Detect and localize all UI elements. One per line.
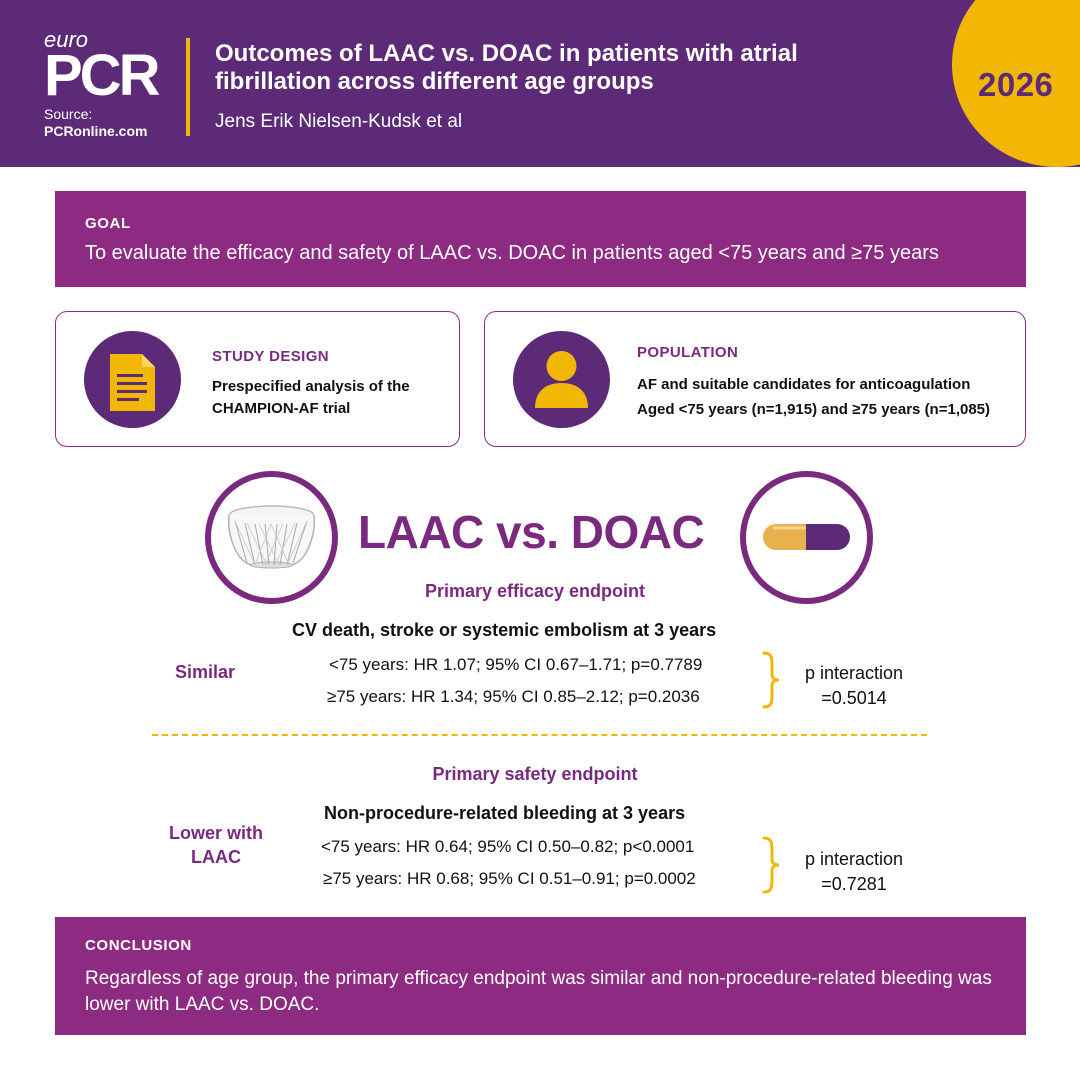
efficacy-verdict: Similar	[174, 662, 236, 682]
safety-verdict-line1: Lower with	[169, 823, 263, 843]
safety-endpoint-label: Primary safety endpoint	[432, 764, 638, 784]
header-divider	[186, 38, 190, 136]
conclusion-panel: CONCLUSION Regardless of age group, the …	[55, 917, 1026, 1035]
study-design-line1: Prespecified analysis of the	[212, 378, 410, 395]
document-icon	[84, 331, 181, 428]
efficacy-endpoint-label: Primary efficacy endpoint	[424, 581, 646, 601]
safety-row-over75: ≥75 years: HR 0.68; 95% CI 0.51–0.91; p=…	[323, 869, 696, 888]
safety-row-under75: <75 years: HR 0.64; 95% CI 0.50–0.82; p<…	[321, 837, 695, 856]
population-line1: AF and suitable candidates for anticoagu…	[637, 376, 971, 393]
goal-label: GOAL	[85, 215, 131, 232]
efficacy-brace-icon	[762, 651, 780, 709]
safety-p-interaction-label: p interaction	[804, 849, 904, 869]
efficacy-row-over75: ≥75 years: HR 1.34; 95% CI 0.85–2.12; p=…	[327, 687, 700, 706]
comparison-title: LAAC vs. DOAC	[358, 506, 705, 558]
efficacy-row-under75: <75 years: HR 1.07; 95% CI 0.67–1.71; p=…	[329, 655, 703, 674]
goal-panel: GOAL To evaluate the efficacy and safety…	[55, 191, 1026, 287]
section-divider	[152, 734, 927, 736]
study-design-card: STUDY DESIGN Prespecified analysis of th…	[55, 311, 460, 447]
conclusion-label: CONCLUSION	[85, 937, 192, 954]
goal-text: To evaluate the efficacy and safety of L…	[85, 242, 939, 264]
safety-p-interaction-value: =0.7281	[821, 874, 887, 894]
source-label: Source:	[44, 106, 93, 122]
population-line2: Aged <75 years (n=1,915) and ≥75 years (…	[637, 401, 991, 418]
population-label: POPULATION	[637, 344, 739, 361]
efficacy-p-interaction-label: p interaction	[804, 663, 904, 683]
person-icon	[513, 331, 610, 428]
year-label: 2026	[978, 66, 1054, 103]
europcr-logo: euro PCR Source: PCRonline.com	[44, 27, 160, 140]
safety-verdict-line2: LAAC	[191, 847, 241, 867]
logo-euro-text: euro	[44, 27, 89, 52]
laac-device-icon	[205, 471, 338, 604]
efficacy-p-interaction-value: =0.5014	[821, 688, 887, 708]
source-url: PCRonline.com	[44, 123, 148, 139]
conclusion-text: Regardless of age group, the primary eff…	[85, 968, 992, 1015]
population-card: POPULATION AF and suitable candidates fo…	[484, 311, 1026, 447]
year-circle	[952, 0, 1080, 167]
pill-capsule-icon	[740, 471, 873, 604]
header-banner: 2026 euro PCR Source: PCRonline.com Outc…	[0, 0, 1080, 167]
study-design-line2: CHAMPION-AF trial	[212, 400, 351, 417]
authors: Jens Erik Nielsen-Kudsk et al	[215, 111, 463, 132]
safety-heading: Non-procedure-related bleeding at 3 year…	[324, 803, 686, 823]
page-title: Outcomes of LAAC vs. DOAC in patients wi…	[215, 40, 798, 95]
safety-brace-icon	[762, 836, 780, 894]
study-design-label: STUDY DESIGN	[212, 348, 330, 365]
efficacy-heading: CV death, stroke or systemic embolism at…	[292, 620, 717, 640]
logo-pcr-text: PCR	[44, 43, 160, 108]
